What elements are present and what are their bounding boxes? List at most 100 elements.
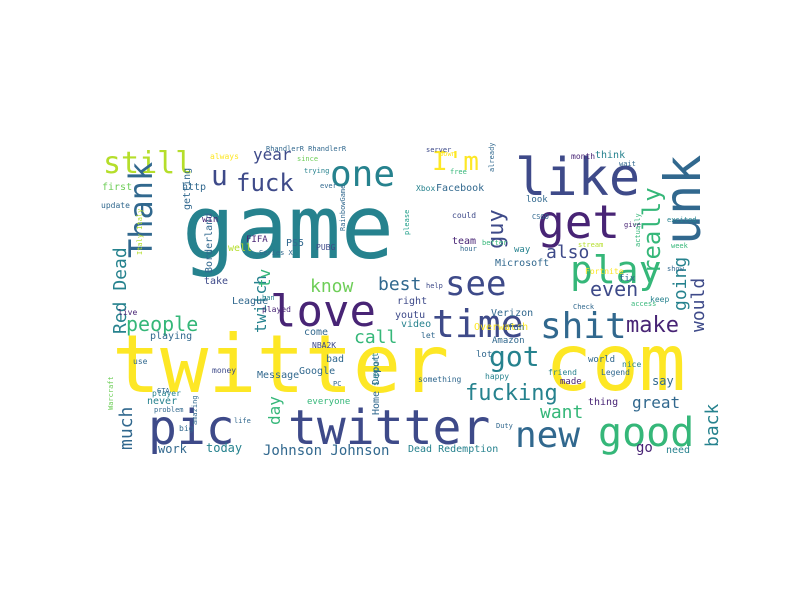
word-cloud-word: fucking (465, 381, 558, 406)
word-cloud-word: one (330, 154, 395, 195)
word-cloud-word: month (571, 152, 595, 161)
word-cloud-word: Microsoft (495, 258, 549, 269)
word-cloud-word: use (133, 357, 148, 366)
word-cloud-word: Message (257, 370, 299, 381)
word-cloud-word: PUBG (316, 243, 335, 252)
word-cloud-word: RhandlerR RhandlerR (266, 145, 347, 153)
word-cloud-word: something (418, 375, 462, 384)
word-cloud-word: best (378, 274, 421, 295)
word-cloud-word: ever (320, 182, 337, 190)
word-cloud-word: PS5 (286, 238, 304, 249)
word-cloud-word: think (595, 150, 625, 161)
word-cloud-word: money (212, 366, 236, 375)
word-cloud-word: see (445, 264, 506, 304)
word-cloud-word: going (670, 257, 691, 311)
word-cloud-word: call (354, 327, 397, 348)
word-cloud-word: live (118, 308, 137, 317)
word-cloud-word: guy (484, 209, 509, 249)
word-cloud-word: hour (460, 245, 477, 253)
word-cloud-word: Red Dead (110, 247, 131, 334)
word-cloud-word: player (152, 389, 181, 398)
word-cloud-word: keep (650, 295, 669, 304)
word-cloud-word: bad (326, 354, 344, 365)
word-cloud-word: unk (654, 155, 712, 245)
word-cloud-word: Home Depot (371, 355, 382, 415)
word-cloud-word: take (204, 276, 228, 287)
word-cloud-word: twitter (112, 318, 449, 411)
word-cloud-word: update (101, 201, 130, 210)
word-cloud-word: nice (622, 360, 641, 369)
word-cloud-word: down (439, 150, 456, 158)
word-cloud-word: would (688, 278, 709, 332)
word-cloud-word: world (588, 355, 615, 365)
word-cloud-word: well (228, 243, 252, 254)
word-cloud-word: Google (299, 366, 335, 377)
word-cloud-word: people (126, 312, 198, 336)
word-cloud-word: server (426, 146, 451, 154)
word-cloud-word: back (702, 403, 723, 447)
word-cloud-word: never (147, 396, 177, 407)
word-cloud-word: great (632, 393, 680, 412)
word-cloud-word: Series X (259, 249, 294, 257)
word-cloud-word: Thank (122, 162, 160, 258)
word-cloud-word: play (570, 248, 662, 292)
word-cloud-word: PC (333, 380, 341, 388)
word-cloud-word: Legend (601, 368, 630, 377)
word-cloud-word: make (626, 313, 679, 338)
word-cloud-word: Warcraft (107, 376, 115, 410)
word-cloud-word: year (253, 145, 292, 164)
word-cloud-word: Borderland (204, 213, 215, 273)
word-cloud-word: go (636, 440, 653, 456)
word-cloud-word: stream (578, 241, 603, 249)
word-cloud-word: NBA2K (312, 341, 336, 350)
word-cloud-word: week (671, 242, 689, 250)
word-cloud-word: Facebook (436, 183, 484, 194)
word-cloud-word: CSGO (532, 213, 549, 221)
word-cloud-word: wait (619, 160, 636, 168)
word-cloud-word: thing (588, 397, 618, 408)
word-cloud-word: get (537, 195, 620, 249)
word-cloud-word: love (270, 286, 376, 337)
word-cloud-word: say (652, 374, 674, 388)
word-cloud-word: tv (255, 269, 274, 288)
word-cloud-word: even (590, 277, 638, 301)
word-cloud-word: really (638, 187, 666, 274)
word-cloud-word: everyone (307, 397, 350, 407)
word-cloud-word: actually (634, 213, 642, 247)
word-cloud-word: video (401, 319, 431, 330)
word-cloud-word: ban (262, 294, 275, 302)
word-cloud-word: Xbox (416, 184, 435, 193)
word-cloud-word: team (452, 236, 476, 247)
word-cloud-word: happy (485, 372, 509, 381)
word-cloud-word: Johnson Johnson (263, 443, 389, 459)
word-cloud-word: show (667, 265, 685, 273)
word-cloud-word: amazing (191, 395, 199, 425)
word-cloud-word: free (450, 168, 467, 176)
word-cloud-word: right (397, 296, 427, 307)
word-cloud-word: fix (619, 274, 636, 284)
word-cloud-word: come (304, 327, 328, 338)
word-cloud-word: twitch (251, 275, 270, 333)
word-cloud-word: played (262, 305, 291, 314)
word-cloud-word: youtu (395, 310, 425, 321)
word-cloud-word: help (426, 282, 443, 290)
word-cloud-word: support (371, 352, 380, 386)
word-cloud-word: new (515, 415, 580, 456)
word-cloud-word: give (624, 221, 641, 229)
word-cloud-word: I'm (432, 147, 479, 177)
word-cloud-word: could (452, 211, 476, 220)
word-cloud-word: first (102, 182, 132, 193)
word-cloud-word: please (403, 210, 411, 235)
word-cloud-word: win (202, 215, 218, 225)
word-cloud-word: made (560, 377, 582, 387)
word-cloud-word: let (421, 331, 436, 340)
word-cloud-word: time (432, 302, 524, 346)
word-cloud-word: need (666, 445, 690, 456)
word-cloud-word: big (179, 424, 194, 433)
word-cloud-word: Dead Redemption (408, 444, 498, 455)
word-cloud-word: Duty (496, 422, 513, 430)
word-cloud-word: always (210, 152, 239, 161)
